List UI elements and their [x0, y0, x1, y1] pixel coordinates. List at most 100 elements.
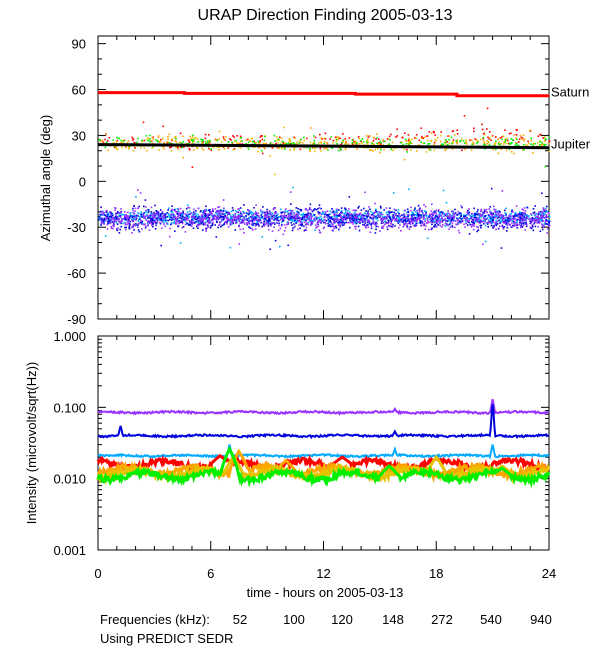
data-point: [510, 215, 512, 217]
data-point: [242, 228, 244, 230]
data-point: [107, 220, 109, 223]
data-point: [496, 215, 498, 218]
data-point: [333, 214, 336, 217]
data-point: [415, 224, 418, 226]
data-point: [236, 216, 239, 219]
data-point: [248, 220, 251, 222]
data-point: [334, 213, 336, 216]
data-point: [149, 214, 151, 217]
data-point: [480, 210, 482, 213]
data-point: [299, 217, 301, 219]
data-point: [456, 219, 459, 221]
data-point: [352, 219, 354, 222]
data-point: [315, 218, 318, 220]
data-point: [350, 216, 352, 218]
data-point: [537, 225, 540, 228]
data-point: [426, 135, 428, 137]
data-point: [530, 213, 532, 215]
data-point: [339, 221, 341, 224]
data-point: [291, 229, 294, 232]
data-point: [232, 214, 234, 216]
data-point: [476, 226, 478, 228]
data-point: [521, 219, 524, 222]
data-point: [169, 146, 171, 149]
data-point: [382, 219, 384, 221]
data-point: [470, 216, 473, 219]
data-point: [252, 146, 255, 149]
data-point: [303, 225, 305, 227]
data-point: [546, 220, 548, 222]
data-point: [109, 220, 112, 222]
data-point: [543, 212, 546, 215]
data-point: [179, 132, 182, 135]
data-point: [239, 217, 242, 219]
data-point: [414, 137, 416, 139]
data-point: [246, 138, 249, 141]
data-point: [301, 215, 304, 218]
data-point: [350, 214, 352, 217]
data-point: [386, 211, 388, 214]
data-point: [485, 208, 488, 211]
data-point: [459, 217, 461, 219]
data-point: [400, 218, 403, 221]
data-point: [137, 211, 139, 214]
data-point: [510, 217, 512, 220]
data-point: [214, 224, 216, 226]
data-point: [149, 220, 152, 223]
data-point: [403, 223, 405, 225]
data-point: [523, 144, 525, 146]
data-point: [264, 142, 266, 145]
data-point: [252, 213, 255, 216]
data-point: [445, 201, 448, 204]
data-point: [152, 136, 154, 138]
data-point: [287, 213, 290, 215]
data-point: [524, 229, 526, 231]
data-point: [521, 208, 524, 210]
data-point: [114, 218, 116, 221]
data-point: [247, 217, 249, 220]
data-point: [414, 216, 417, 219]
data-point: [413, 216, 416, 219]
data-point: [489, 211, 491, 214]
data-point: [297, 213, 300, 216]
data-point: [363, 144, 365, 146]
data-point: [155, 210, 158, 212]
data-point: [367, 224, 369, 226]
data-point: [424, 214, 427, 217]
data-point: [331, 229, 334, 231]
data-point: [310, 216, 313, 219]
data-point: [513, 222, 516, 225]
data-point: [250, 216, 252, 218]
data-point: [389, 217, 391, 219]
data-point: [409, 142, 412, 144]
data-point: [408, 228, 411, 230]
data-point: [345, 221, 347, 224]
data-point: [251, 219, 254, 221]
data-point: [379, 214, 382, 216]
data-point: [275, 215, 278, 217]
data-point: [217, 209, 220, 212]
data-point: [249, 211, 252, 213]
data-point: [261, 225, 263, 228]
data-point: [450, 218, 453, 220]
data-point: [387, 214, 389, 216]
data-point: [288, 139, 291, 141]
data-point: [197, 141, 199, 143]
data-point: [341, 223, 343, 226]
data-point: [291, 215, 294, 218]
data-point: [317, 225, 320, 227]
data-point: [282, 215, 284, 218]
saturn-reference-line: [98, 91, 549, 98]
data-point: [417, 218, 420, 220]
data-point: [179, 212, 182, 214]
data-point: [335, 225, 337, 228]
data-point: [107, 222, 109, 225]
data-point: [139, 215, 142, 218]
data-point: [340, 210, 343, 212]
y-tick-label: 0.010: [53, 472, 86, 487]
data-point: [218, 146, 221, 149]
data-point: [313, 214, 316, 216]
data-point: [172, 213, 175, 216]
data-point: [492, 216, 495, 219]
legend-item-272: 272: [431, 612, 453, 627]
